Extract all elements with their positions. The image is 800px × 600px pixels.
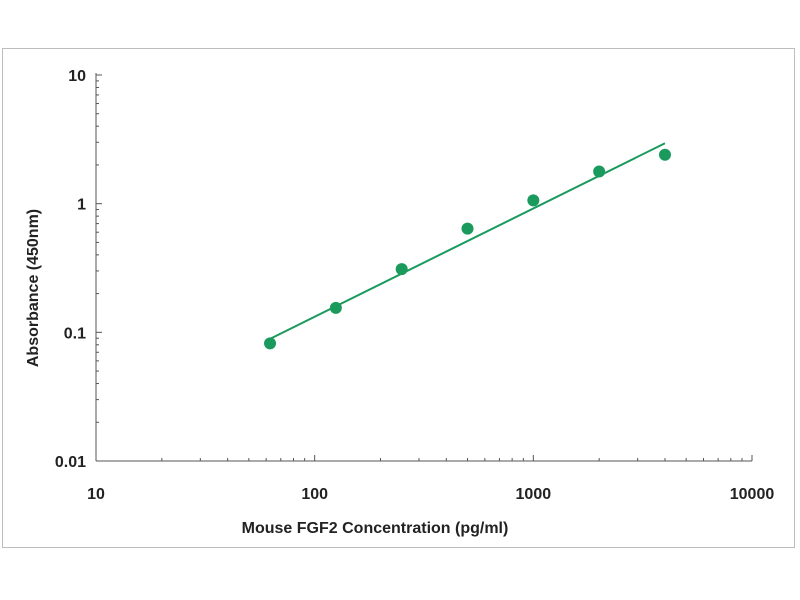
x-tick-label: 10 [87, 486, 105, 503]
fit-line-group [269, 142, 666, 340]
data-point [461, 222, 474, 235]
data-point [527, 194, 540, 207]
ticks: 0.01 0.1 1 10 10 100 1000 10000 [55, 68, 774, 503]
x-axis-title: Mouse FGF2 Concentration (pg/ml) [242, 520, 509, 537]
y-axis-title: Absorbance (450nm) [25, 209, 42, 367]
y-tick-label: 0.01 [55, 454, 86, 471]
x-tick-label: 10000 [730, 486, 775, 503]
data-points [264, 148, 671, 350]
y-tick-label: 0.1 [64, 325, 86, 342]
data-point [395, 263, 408, 276]
x-tick-label: 100 [301, 486, 328, 503]
data-point [264, 337, 277, 350]
chart-frame [2, 48, 795, 548]
x-tick-label: 1000 [516, 486, 552, 503]
data-point [658, 148, 671, 161]
data-point [329, 301, 342, 314]
data-point [593, 165, 606, 178]
y-tick-label: 10 [68, 68, 86, 85]
fit-line [269, 142, 666, 340]
axes [95, 73, 752, 462]
y-tick-label: 1 [77, 197, 86, 214]
